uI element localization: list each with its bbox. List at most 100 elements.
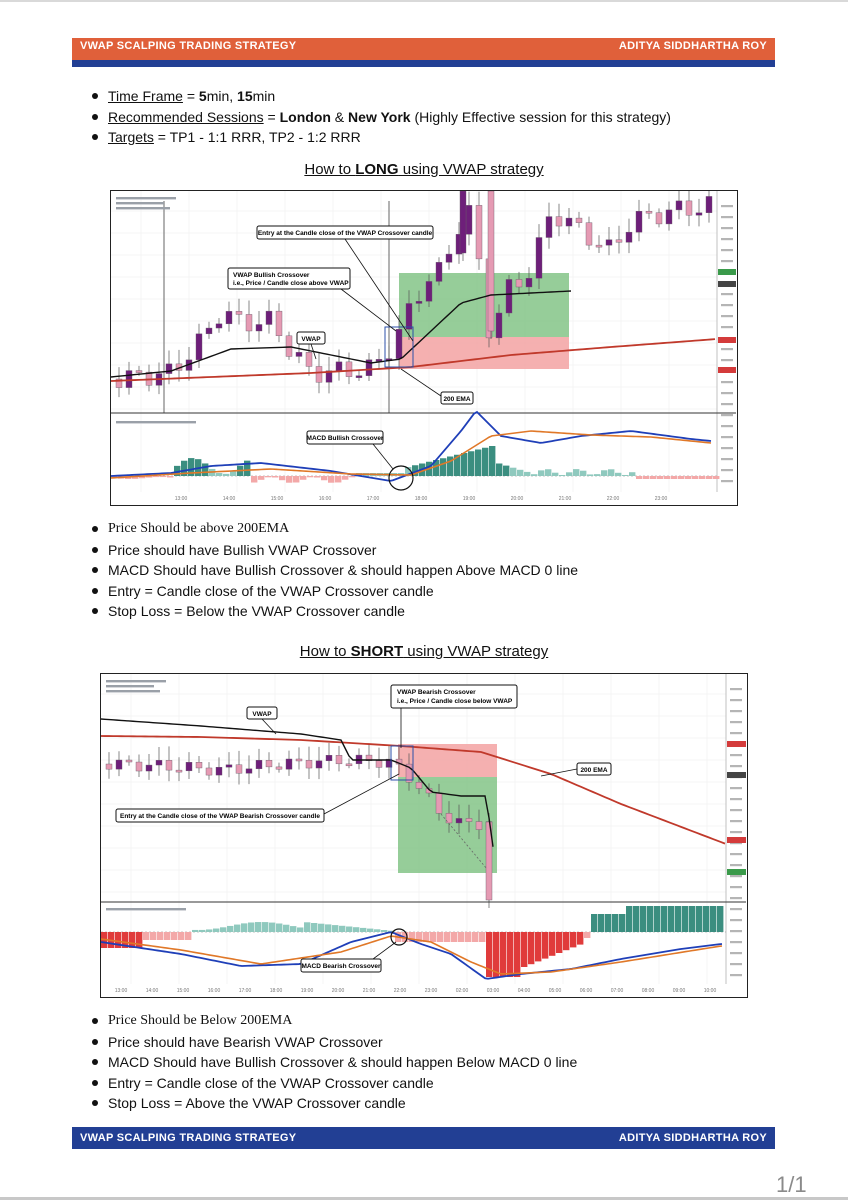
macd-bar xyxy=(717,906,724,932)
time-tick-label: 04:00 xyxy=(518,988,531,994)
macd-bar xyxy=(440,458,447,476)
macd-bar xyxy=(521,932,528,967)
time-tick-label: 16:00 xyxy=(319,496,332,502)
short-sl-tag xyxy=(727,741,746,747)
candle xyxy=(345,763,353,767)
list-item: Price Should be Below 200EMA xyxy=(82,1011,577,1032)
axis-tick-label xyxy=(721,227,733,230)
macd-bar xyxy=(566,472,573,476)
candle xyxy=(135,761,143,772)
short-price-tag xyxy=(727,772,746,778)
macd-bar xyxy=(594,474,601,476)
candle xyxy=(225,311,233,325)
macd-bar xyxy=(335,476,342,483)
macd-bar xyxy=(157,932,164,940)
candle xyxy=(459,191,467,254)
macd-bar xyxy=(412,465,419,476)
candle xyxy=(395,329,403,359)
axis-tick-label xyxy=(721,315,733,318)
candle xyxy=(435,792,443,814)
short-annotation-crossover: VWAP Bearish Crossover i.e., Price / Can… xyxy=(390,684,518,748)
candle xyxy=(565,217,573,227)
macd-bar xyxy=(563,932,570,951)
macd-bar xyxy=(255,922,262,932)
candle xyxy=(625,231,633,243)
time-tick-label: 15:00 xyxy=(271,496,284,502)
macd-bar xyxy=(580,470,587,476)
candle xyxy=(155,760,163,766)
axis-tick-label xyxy=(730,930,742,933)
indicator-info-line xyxy=(106,680,166,683)
macd-bar xyxy=(304,922,311,932)
list-item: Time Frame = 5min, 15min xyxy=(82,86,671,107)
time-tick-label: 13:00 xyxy=(115,988,128,994)
macd-bar xyxy=(661,906,668,932)
svg-text:i.e., Price / Candle close bel: i.e., Price / Candle close below VWAP xyxy=(397,698,513,705)
long-annotation-entry: Entry at the Candle close of the VWAP Cr… xyxy=(256,225,434,342)
macd-bar xyxy=(507,932,514,977)
short-chart: VWAP Bearish Crossover i.e., Price / Can… xyxy=(100,673,748,998)
candle xyxy=(585,222,593,246)
candle xyxy=(545,216,553,238)
axis-tick-label xyxy=(721,469,733,472)
macd-bar xyxy=(202,463,209,476)
candle xyxy=(145,764,153,772)
axis-tick-label xyxy=(721,458,733,461)
macd-bar xyxy=(293,476,300,483)
candle xyxy=(295,352,303,357)
candle xyxy=(435,262,443,282)
macd-bar xyxy=(608,469,615,476)
indicator-info-line xyxy=(106,690,160,693)
macd-bar xyxy=(475,449,482,476)
candle xyxy=(265,310,273,325)
short-ema-tag xyxy=(727,837,746,843)
macd-bar xyxy=(115,932,122,948)
candle xyxy=(445,253,453,263)
top-border xyxy=(0,0,848,2)
time-tick-label: 20:00 xyxy=(511,496,524,502)
header-author: ADITYA SIDDHARTHA ROY xyxy=(618,39,767,52)
long-annotation-vwap: VWAP xyxy=(296,331,326,360)
axis-tick-label xyxy=(730,699,742,702)
short-time-axis: 13:00 14:00 15:00 16:00 17:00 18:00 19:00 20:00… xyxy=(115,988,717,994)
macd-bar xyxy=(279,476,286,481)
long-signal-line xyxy=(111,430,712,479)
candle xyxy=(615,239,623,243)
list-item: Targets = TP1 - 1:1 RRR, TP2 - 1:2 RRR xyxy=(82,127,671,148)
axis-tick-label xyxy=(730,809,742,812)
time-tick-label: 09:00 xyxy=(673,988,686,994)
axis-tick-label xyxy=(730,908,742,911)
candle xyxy=(195,333,203,361)
time-tick-label: 14:00 xyxy=(146,988,159,994)
macd-bar xyxy=(423,932,430,942)
macd-bar xyxy=(503,465,510,476)
macd-bar xyxy=(619,914,626,932)
macd-bar xyxy=(545,469,552,476)
candle xyxy=(415,781,423,789)
intro-list: Time Frame = 5min, 15min Recommended Ses… xyxy=(82,86,671,148)
candle xyxy=(665,209,673,225)
macd-bar xyxy=(482,447,489,476)
short-annotation-macd: MACD Bearish Crossover xyxy=(300,941,397,973)
time-tick-label: 16:00 xyxy=(208,988,221,994)
axis-tick-label xyxy=(730,721,742,724)
candle xyxy=(245,768,253,774)
candle xyxy=(315,366,323,383)
macd-bar xyxy=(542,932,549,959)
indicator-info-line xyxy=(116,197,176,200)
long-price-tag xyxy=(718,281,736,287)
candle xyxy=(685,200,693,216)
macd-bar xyxy=(458,932,465,942)
candle xyxy=(635,210,643,233)
long-vwap-line xyxy=(111,290,572,378)
candle xyxy=(515,279,523,288)
long-info-text xyxy=(116,197,196,424)
axis-tick-label xyxy=(721,480,733,483)
macd-bar xyxy=(160,476,167,478)
candle xyxy=(235,311,243,315)
candle xyxy=(345,361,353,377)
time-tick-label: 15:00 xyxy=(177,988,190,994)
macd-bar xyxy=(230,470,237,476)
candle xyxy=(215,323,223,329)
